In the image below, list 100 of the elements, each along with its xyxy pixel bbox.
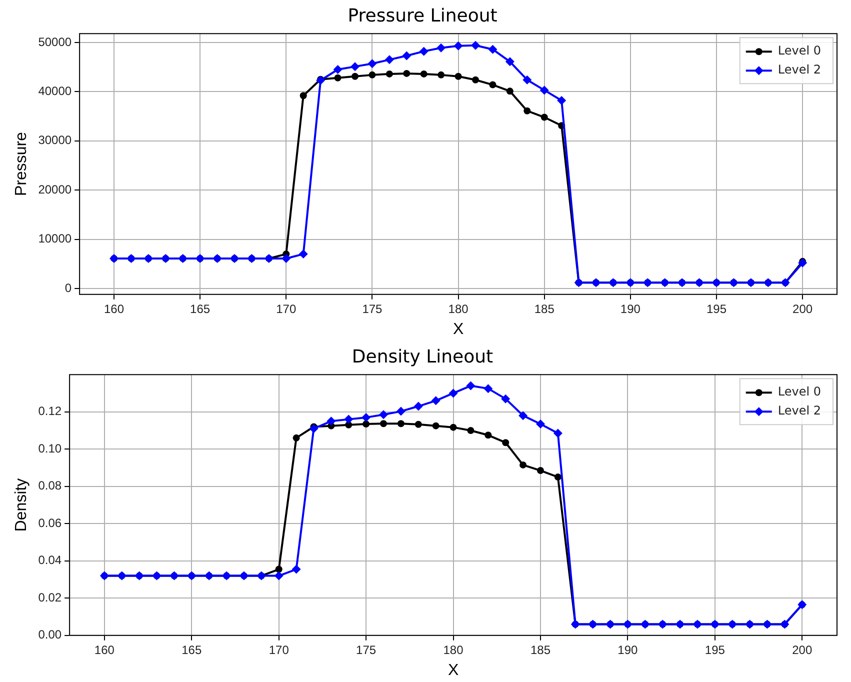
y-tick-label: 0.04 xyxy=(38,553,62,568)
point xyxy=(292,434,300,442)
y-tick-label: 50000 xyxy=(38,34,72,49)
point xyxy=(540,114,548,121)
x-tick-label: 175 xyxy=(356,642,376,657)
point xyxy=(467,426,474,434)
point xyxy=(557,96,566,106)
x-tick-label: 195 xyxy=(706,302,727,316)
point xyxy=(484,432,492,439)
point xyxy=(334,74,342,82)
point xyxy=(380,420,388,428)
point xyxy=(454,41,463,50)
point xyxy=(484,384,493,394)
point xyxy=(798,258,808,268)
point xyxy=(402,51,412,60)
point xyxy=(397,420,404,428)
x-tick-label: 200 xyxy=(792,302,813,316)
point xyxy=(414,420,422,428)
legend-label: Level 2 xyxy=(778,404,821,418)
y-tick-label: 30000 xyxy=(38,133,72,148)
x-axis-title: X xyxy=(452,320,464,338)
y-tick-label: 40000 xyxy=(38,84,72,98)
point xyxy=(326,416,336,426)
x-tick-label: 165 xyxy=(182,642,202,657)
point xyxy=(344,414,354,424)
point xyxy=(502,439,510,446)
point xyxy=(396,406,406,416)
point xyxy=(384,55,394,64)
point xyxy=(554,474,562,481)
point xyxy=(379,410,388,420)
legend-label: Level 2 xyxy=(778,62,821,77)
x-tick-label: 170 xyxy=(268,642,290,657)
x-tick-label: 180 xyxy=(443,642,464,657)
x-axis-title: X xyxy=(448,662,459,679)
point xyxy=(292,564,301,574)
point xyxy=(471,40,480,50)
point xyxy=(333,65,342,74)
point xyxy=(501,394,510,404)
legend-label: Level 0 xyxy=(778,384,821,399)
point xyxy=(403,70,410,77)
chart-title: Density Lineout xyxy=(352,346,494,368)
point xyxy=(282,254,291,263)
point xyxy=(450,424,457,431)
point xyxy=(352,72,358,80)
point xyxy=(536,467,544,474)
point xyxy=(274,571,284,580)
point xyxy=(275,566,282,573)
point xyxy=(522,75,532,84)
point xyxy=(309,424,318,434)
point xyxy=(524,107,531,114)
point xyxy=(436,43,446,52)
y-tick-label: 0 xyxy=(64,280,72,295)
y-axis-title: Density xyxy=(13,478,30,532)
point xyxy=(488,44,498,54)
x-tick-label: 190 xyxy=(618,642,638,657)
x-tick-label: 160 xyxy=(94,642,115,657)
point xyxy=(518,411,528,420)
x-tick-label: 190 xyxy=(620,302,641,316)
y-axis-title: Pressure xyxy=(13,132,30,196)
x-tick-label: 180 xyxy=(448,302,469,316)
x-tick-label: 195 xyxy=(704,642,726,657)
y-tick-label: 0.10 xyxy=(38,441,62,456)
point xyxy=(520,461,527,468)
point xyxy=(368,59,377,68)
point xyxy=(350,62,360,72)
point xyxy=(472,76,479,84)
point xyxy=(431,396,440,406)
point xyxy=(362,412,371,422)
point xyxy=(420,70,428,78)
x-tick-label: 165 xyxy=(190,302,210,316)
point xyxy=(505,57,514,66)
y-tick-label: 0.00 xyxy=(38,628,62,642)
point xyxy=(414,402,423,411)
point xyxy=(298,250,308,259)
point xyxy=(454,72,462,80)
x-tick-label: 160 xyxy=(104,302,124,316)
point xyxy=(448,388,458,398)
x-tick-label: 175 xyxy=(362,302,383,316)
y-tick-label: 20000 xyxy=(38,182,72,196)
point xyxy=(506,88,514,95)
chart-title: Pressure Lineout xyxy=(348,5,498,26)
point xyxy=(489,81,496,88)
point xyxy=(368,71,376,78)
point xyxy=(553,428,562,438)
x-tick-label: 185 xyxy=(534,302,555,316)
x-tick-label: 170 xyxy=(276,302,296,316)
y-tick-label: 0.08 xyxy=(38,478,62,493)
legend-label: Level 0 xyxy=(778,44,821,58)
point xyxy=(466,381,476,390)
y-tick-label: 0.02 xyxy=(38,590,62,604)
x-tick-label: 185 xyxy=(530,642,551,657)
point xyxy=(540,86,549,95)
point xyxy=(419,46,428,56)
point xyxy=(386,70,393,78)
point xyxy=(536,419,545,428)
y-tick-label: 0.06 xyxy=(38,516,62,530)
point xyxy=(432,422,440,430)
y-tick-label: 0.12 xyxy=(38,404,62,418)
point xyxy=(362,420,370,428)
point xyxy=(438,71,445,78)
